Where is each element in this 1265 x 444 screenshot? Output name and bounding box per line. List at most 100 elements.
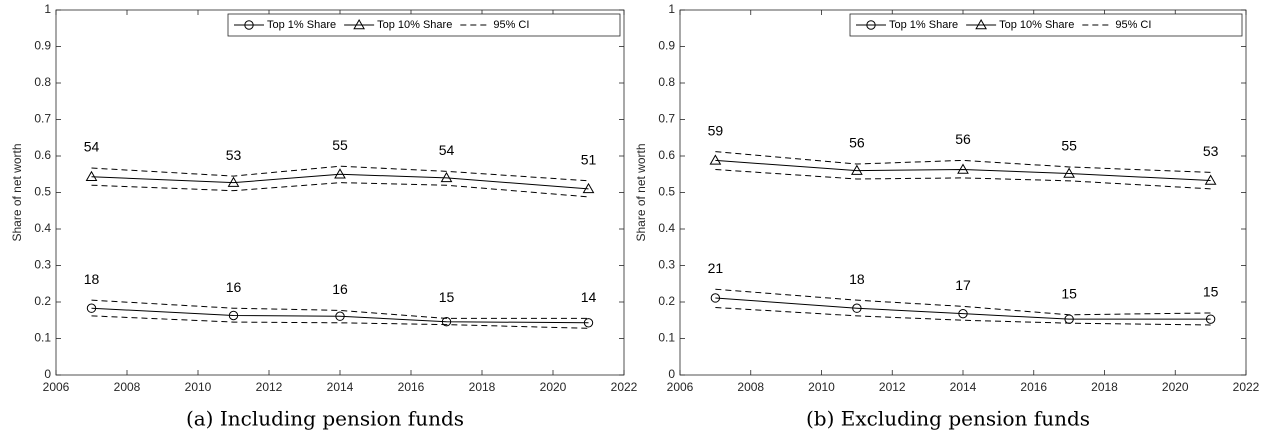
marker — [334, 168, 346, 179]
y-tick-label: 0 — [668, 367, 675, 381]
value-label: 55 — [332, 137, 348, 153]
x-tick-label: 2008 — [737, 380, 764, 394]
y-tick-label: 0.1 — [658, 331, 675, 345]
x-tick-label: 2022 — [1233, 380, 1260, 394]
marker — [440, 171, 453, 183]
ci-lower-line — [91, 182, 589, 198]
marker — [86, 303, 97, 313]
legend-marker — [244, 20, 254, 30]
y-tick-label: 0.5 — [658, 185, 675, 199]
value-label: 54 — [84, 139, 100, 155]
caption: (b) Excluding pension funds — [806, 407, 1090, 431]
value-label: 51 — [581, 152, 597, 168]
series-line — [715, 159, 1211, 181]
y-tick-label: 1 — [44, 2, 51, 16]
value-label: 16 — [226, 279, 242, 295]
value-label: 15 — [1061, 285, 1077, 301]
marker — [228, 310, 239, 321]
x-tick-label: 2020 — [1162, 380, 1189, 394]
y-tick-label: 1 — [668, 2, 675, 16]
value-label: 53 — [226, 147, 242, 163]
y-axis-label: Share of net worth — [10, 143, 24, 241]
marker — [85, 170, 98, 182]
legend-box — [849, 13, 1243, 37]
marker — [958, 308, 968, 319]
x-tick-label: 2012 — [256, 380, 283, 394]
y-tick-label: 0.2 — [658, 294, 675, 308]
legend-marker — [353, 18, 365, 30]
y-tick-label: 0.8 — [34, 75, 51, 89]
value-label: 56 — [955, 131, 971, 147]
legend-box — [227, 13, 621, 37]
value-label: 15 — [439, 289, 455, 305]
marker — [1204, 174, 1217, 185]
value-label: 14 — [581, 289, 597, 305]
legend-label: Top 10% Share — [377, 19, 452, 31]
plot-area — [55, 9, 625, 376]
x-tick-label: 2014 — [950, 380, 977, 394]
value-label: 56 — [849, 135, 865, 151]
y-tick-label: 0.6 — [658, 148, 675, 162]
ci-upper-line — [715, 288, 1211, 316]
legend-label: 95% CI — [1115, 19, 1151, 31]
x-tick-label: 2010 — [185, 380, 212, 394]
x-tick-label: 2020 — [540, 380, 567, 394]
marker — [710, 293, 721, 303]
y-tick-label: 0.4 — [658, 221, 675, 235]
x-tick-label: 2008 — [114, 380, 141, 394]
y-tick-label: 0.9 — [34, 39, 51, 53]
value-label: 16 — [332, 281, 348, 297]
y-tick-label: 0.9 — [658, 39, 675, 53]
marker — [441, 317, 452, 327]
marker — [851, 164, 863, 175]
x-tick-label: 2022 — [611, 380, 638, 394]
value-label: 59 — [708, 122, 724, 138]
series-line — [715, 297, 1211, 320]
value-label: 54 — [439, 142, 455, 158]
series-line — [91, 307, 589, 324]
ci-lower-line — [91, 315, 589, 329]
value-label: 53 — [1203, 143, 1219, 159]
ci-upper-line — [715, 151, 1211, 173]
y-tick-label: 0.5 — [34, 185, 51, 199]
marker — [583, 318, 594, 328]
marker — [1063, 167, 1075, 178]
marker — [852, 303, 862, 313]
ci-upper-line — [91, 299, 589, 319]
legend-marker — [866, 20, 876, 30]
marker — [227, 176, 240, 187]
legend-label: 95% CI — [493, 19, 529, 31]
value-label: 18 — [849, 271, 865, 287]
ci-lower-line — [715, 306, 1211, 326]
x-tick-label: 2018 — [1091, 380, 1118, 394]
marker — [582, 182, 595, 194]
series-line — [91, 173, 589, 190]
x-tick-label: 2006 — [667, 380, 694, 394]
marker — [709, 154, 722, 165]
y-tick-label: 0.3 — [658, 258, 675, 272]
x-tick-label: 2010 — [808, 380, 835, 394]
plot-area — [679, 9, 1247, 376]
value-label: 15 — [1203, 284, 1219, 300]
y-tick-label: 0.6 — [34, 148, 51, 162]
y-tick-label: 0.7 — [658, 112, 675, 126]
y-tick-label: 0 — [44, 367, 51, 381]
y-tick-label: 0.2 — [34, 294, 51, 308]
y-axis-label: Share of net worth — [634, 143, 648, 241]
marker — [1064, 314, 1074, 324]
value-label: 18 — [84, 271, 100, 287]
legend-marker — [975, 18, 987, 30]
legend-label: Top 10% Share — [999, 19, 1074, 31]
legend-label: Top 1% Share — [889, 19, 958, 31]
caption: (a) Including pension funds — [186, 407, 464, 431]
ci-upper-line — [91, 165, 589, 182]
value-label: 21 — [708, 260, 724, 276]
value-label: 55 — [1061, 138, 1077, 154]
marker — [957, 163, 969, 174]
x-tick-label: 2006 — [43, 380, 70, 394]
x-tick-label: 2012 — [879, 380, 906, 394]
marker — [1205, 314, 1216, 324]
x-tick-label: 2018 — [469, 380, 496, 394]
y-tick-label: 0.8 — [658, 75, 675, 89]
